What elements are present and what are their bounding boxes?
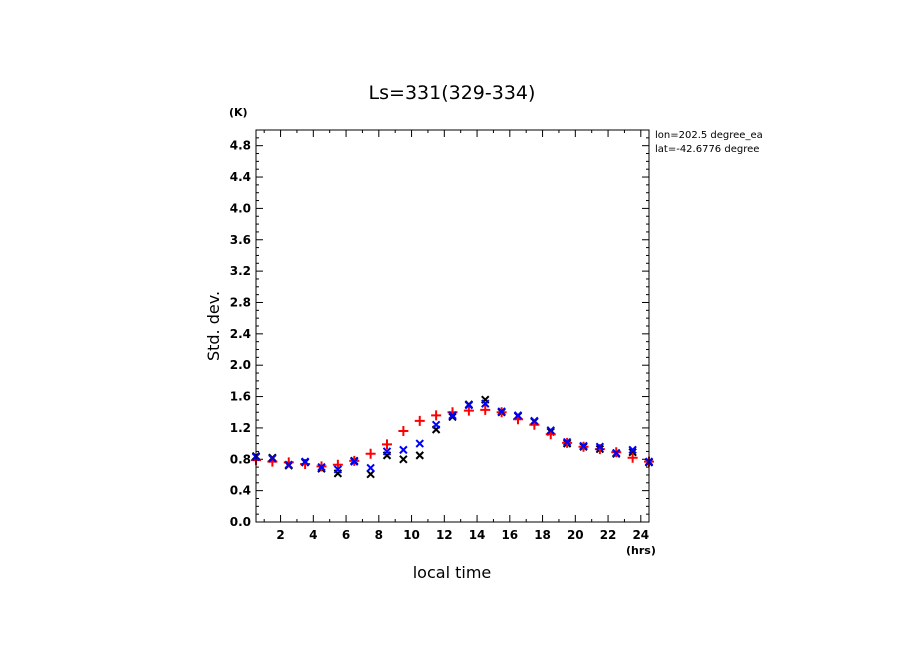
data-point [463, 405, 474, 416]
data-point [513, 411, 523, 420]
data-point [627, 452, 638, 463]
lat-annotation: lat=-42.6776 degree [655, 144, 759, 155]
data-point [530, 416, 539, 426]
x-tick-label: 10 [403, 528, 420, 542]
x-tick-label: 24 [632, 528, 649, 542]
x-tick-label: 14 [469, 528, 486, 542]
y-tick-label: 1.2 [230, 421, 251, 435]
ticks-layer: 0.0 0.4 0.8 1.2 1.6 2.0 2.4 2.8 3.2 3.6 4.0 4.4 4.8 2… [230, 130, 649, 542]
data-point [431, 420, 441, 429]
data-point [350, 457, 359, 466]
data-point [546, 426, 555, 435]
y-tick-label: 2.8 [230, 295, 251, 309]
x-tick-label: 12 [436, 528, 453, 542]
y-tick-label: 0.0 [230, 515, 251, 529]
data-point [382, 447, 392, 456]
plot-frame [255, 129, 650, 523]
x-tick-label: 6 [342, 528, 350, 542]
y-tick-label: 3.2 [230, 264, 251, 278]
data-point [415, 451, 424, 460]
chart-title: Ls=331(329-334) [369, 82, 536, 104]
y-tick-label: 0.4 [230, 484, 251, 498]
data-point [317, 462, 326, 472]
y-tick-label: 4.8 [230, 139, 251, 153]
lon-annotation: lon=202.5 degree_ea [655, 130, 763, 141]
data-point [365, 448, 376, 459]
data-point [399, 455, 408, 464]
data-point [415, 439, 424, 448]
data-point [595, 442, 605, 451]
y-unit-label: (K) [229, 106, 248, 119]
y-tick-label: 2.0 [230, 358, 251, 372]
data-point [480, 404, 491, 415]
data-point [562, 437, 572, 447]
x-tick-label: 22 [600, 528, 617, 542]
y-tick-label: 3.6 [230, 233, 251, 247]
data-point [284, 460, 293, 469]
y-tick-label: 4.4 [230, 170, 251, 184]
data-point [399, 445, 408, 455]
x-tick-label: 8 [375, 528, 383, 542]
x-tick-label: 20 [567, 528, 584, 542]
y-tick-label: 2.4 [230, 327, 251, 341]
data-point [398, 426, 409, 437]
y-axis-label: Std. dev. [204, 291, 223, 361]
series-2 [251, 399, 654, 474]
x-tick-label: 2 [276, 528, 284, 542]
data-point [497, 407, 506, 416]
data-point [333, 465, 343, 474]
x-axis-label: local time [413, 563, 492, 582]
data-point [464, 400, 474, 410]
data-point [431, 410, 442, 421]
data-point [612, 448, 621, 458]
data-point [448, 411, 457, 420]
y-tick-label: 4.0 [230, 201, 251, 215]
x-tick-label: 18 [534, 528, 551, 542]
data-point [300, 457, 310, 466]
data-point [366, 463, 375, 473]
x-tick-label: 16 [501, 528, 518, 542]
x-unit-label: (hrs) [626, 544, 656, 557]
y-tick-label: 0.8 [230, 452, 251, 466]
data-point [366, 469, 375, 479]
data-point [481, 399, 490, 408]
marks-layer [251, 395, 654, 479]
data-point [268, 454, 277, 463]
data-point [579, 441, 588, 451]
data-point [628, 445, 637, 455]
data-point [382, 439, 392, 450]
y-tick-label: 1.6 [230, 390, 251, 404]
x-tick-label: 4 [309, 528, 317, 542]
data-point [414, 415, 425, 426]
data-point [628, 448, 637, 457]
